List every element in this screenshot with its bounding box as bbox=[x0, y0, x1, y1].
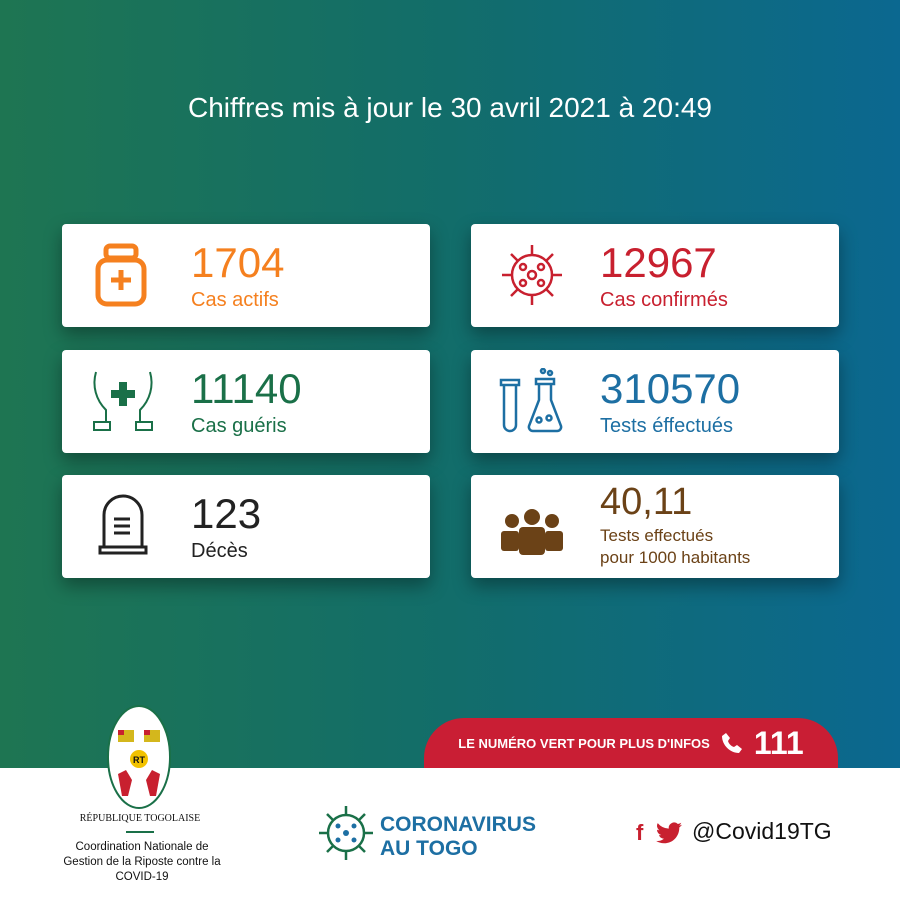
stat-label: Cas actifs bbox=[191, 289, 279, 311]
twitter-icon[interactable] bbox=[656, 822, 682, 844]
people-icon bbox=[501, 509, 563, 555]
stat-card-recovered: 11140 Cas guéris bbox=[62, 350, 430, 453]
campaign-title: CORONAVIRUS AU TOGO bbox=[380, 813, 536, 860]
stat-label: Tests effectués pour 1000 habitants bbox=[600, 526, 751, 567]
togo-coat-of-arms-logo: RT bbox=[107, 705, 171, 809]
hotline-number[interactable]: 111 bbox=[753, 724, 804, 761]
stat-value: 1704 bbox=[191, 239, 285, 286]
republic-label: RÉPUBLIQUE TOGOLAISE bbox=[79, 813, 201, 824]
stat-value: 11140 bbox=[191, 365, 302, 412]
stat-card-active: 1704 Cas actifs bbox=[62, 224, 430, 327]
divider bbox=[126, 831, 154, 833]
coronavirus-logo-icon bbox=[319, 806, 373, 860]
test-tubes-icon bbox=[499, 368, 563, 433]
stat-value: 123 bbox=[191, 490, 262, 537]
stat-value: 12967 bbox=[600, 239, 717, 286]
facebook-icon[interactable]: f bbox=[636, 820, 644, 845]
hotline-text: LE NUMÉRO VERT POUR PLUS D'INFOS bbox=[458, 735, 710, 751]
organization-name: Coordination Nationale de Gestion de la R… bbox=[63, 841, 221, 883]
virus-icon bbox=[502, 245, 562, 305]
hotline-banner: LE NUMÉRO VERT POUR PLUS D'INFOS 111 bbox=[424, 718, 838, 768]
stat-label: Décès bbox=[191, 540, 248, 562]
svg-text:RT: RT bbox=[133, 755, 145, 765]
stat-label: Cas guéris bbox=[191, 415, 287, 437]
social-handle[interactable]: @Covid19TG bbox=[692, 818, 832, 844]
page-title: Chiffres mis à jour le 30 avril 2021 à 2… bbox=[188, 92, 712, 123]
medicine-bottle-icon bbox=[95, 243, 147, 307]
stat-card-tests-per-1000: 40,11 Tests effectués pour 1000 habitants bbox=[471, 475, 839, 578]
stat-label: Tests éffectués bbox=[600, 415, 734, 437]
stat-value: 40,11 bbox=[600, 481, 693, 523]
stat-value: 310570 bbox=[600, 365, 741, 412]
phone-icon bbox=[721, 733, 742, 753]
hands-cross-icon bbox=[93, 371, 153, 431]
tombstone-icon bbox=[98, 494, 148, 555]
stat-card-deaths: 123 Décès bbox=[62, 475, 430, 578]
stat-card-tests: 310570 Tests éffectués bbox=[471, 350, 839, 453]
stat-label: Cas confirmés bbox=[600, 289, 728, 311]
stat-card-confirmed: 12967 Cas confirmés bbox=[471, 224, 839, 327]
